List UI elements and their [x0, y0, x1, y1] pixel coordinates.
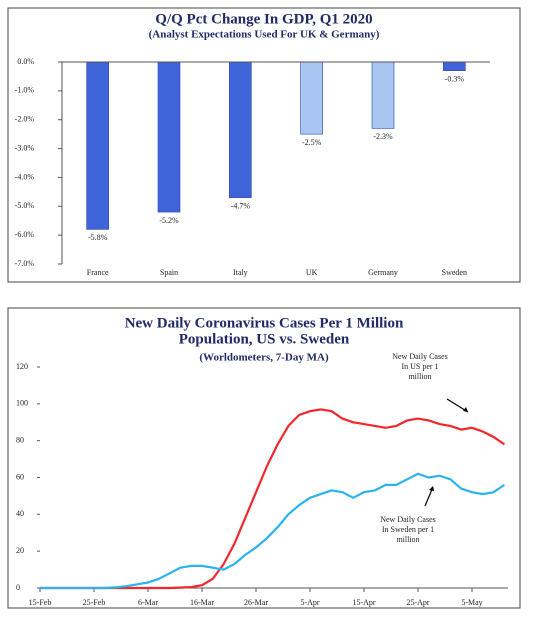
x-tick-label: 6-Mar	[138, 598, 158, 607]
x-tick-label: 25-Apr	[406, 598, 429, 607]
value-label: -5.2%	[159, 216, 179, 225]
x-tick-label: Sweden	[442, 268, 467, 277]
y-tick-label: 40	[16, 509, 24, 518]
y-tick-label: 0.0%	[17, 57, 34, 66]
value-label: -2.3%	[373, 132, 393, 141]
y-tick-label: 100	[16, 399, 28, 408]
bar	[371, 61, 395, 129]
value-label: -4.7%	[231, 201, 251, 210]
chart-subtitle: (Worldometers, 7-Day MA)	[199, 352, 329, 364]
annotation: In Sweden per 1	[382, 525, 434, 534]
bar	[86, 61, 109, 230]
x-tick-label: Italy	[233, 268, 248, 277]
x-tick-label: Germany	[368, 268, 398, 277]
x-tick-label: UK	[306, 268, 318, 277]
x-tick-label: 16-Mar	[190, 598, 214, 607]
x-tick-label: France	[87, 268, 109, 277]
x-tick-label: 25-Feb	[83, 598, 106, 607]
annotation: New Daily Cases	[380, 515, 436, 524]
chart-subtitle: (Analyst Expectations Used For UK & Germ…	[149, 29, 380, 41]
y-tick-label: -6.0%	[15, 230, 35, 239]
arrow-head	[429, 486, 434, 491]
y-tick-label: -4.0%	[15, 172, 35, 181]
x-tick-label: Spain	[160, 268, 178, 277]
value-label: -0.3%	[445, 74, 465, 83]
bar	[229, 61, 252, 198]
y-tick-label: -5.0%	[15, 201, 35, 210]
series-line	[40, 472, 506, 590]
y-tick-label: -2.0%	[15, 115, 35, 124]
annotation: million	[408, 372, 431, 381]
y-tick-label: 120	[16, 362, 28, 371]
y-tick-label: 0	[16, 583, 20, 592]
x-tick-label: 26-Mar	[244, 598, 268, 607]
arrow-head	[463, 407, 468, 412]
bar	[300, 61, 323, 135]
panel	[7, 7, 521, 283]
y-tick-label: -7.0%	[15, 259, 35, 268]
chart-title: Population, US vs. Sweden	[179, 331, 350, 347]
y-tick-label: 60	[16, 472, 24, 481]
y-tick-label: 80	[16, 435, 24, 444]
value-label: -5.8%	[88, 233, 108, 242]
y-tick-label: 20	[16, 546, 24, 555]
x-tick-label: 15-Feb	[29, 598, 52, 607]
annotation: million	[396, 535, 419, 544]
annotation: In US per 1	[401, 362, 438, 371]
x-tick-label: 15-Apr	[352, 598, 375, 607]
y-tick-label: -3.0%	[15, 143, 35, 152]
bar	[157, 61, 181, 213]
panel	[7, 307, 521, 609]
x-tick-label: 5-May	[461, 598, 482, 607]
bar	[443, 61, 466, 71]
chart-title: New Daily Coronavirus Cases Per 1 Millio…	[125, 315, 404, 331]
x-tick-label: 5-Apr	[300, 598, 319, 607]
chart-title: Q/Q Pct Change In GDP, Q1 2020	[155, 11, 372, 27]
y-tick-label: -1.0%	[15, 86, 35, 95]
annotation: New Daily Cases	[392, 352, 448, 361]
value-label: -2.5%	[302, 138, 322, 147]
